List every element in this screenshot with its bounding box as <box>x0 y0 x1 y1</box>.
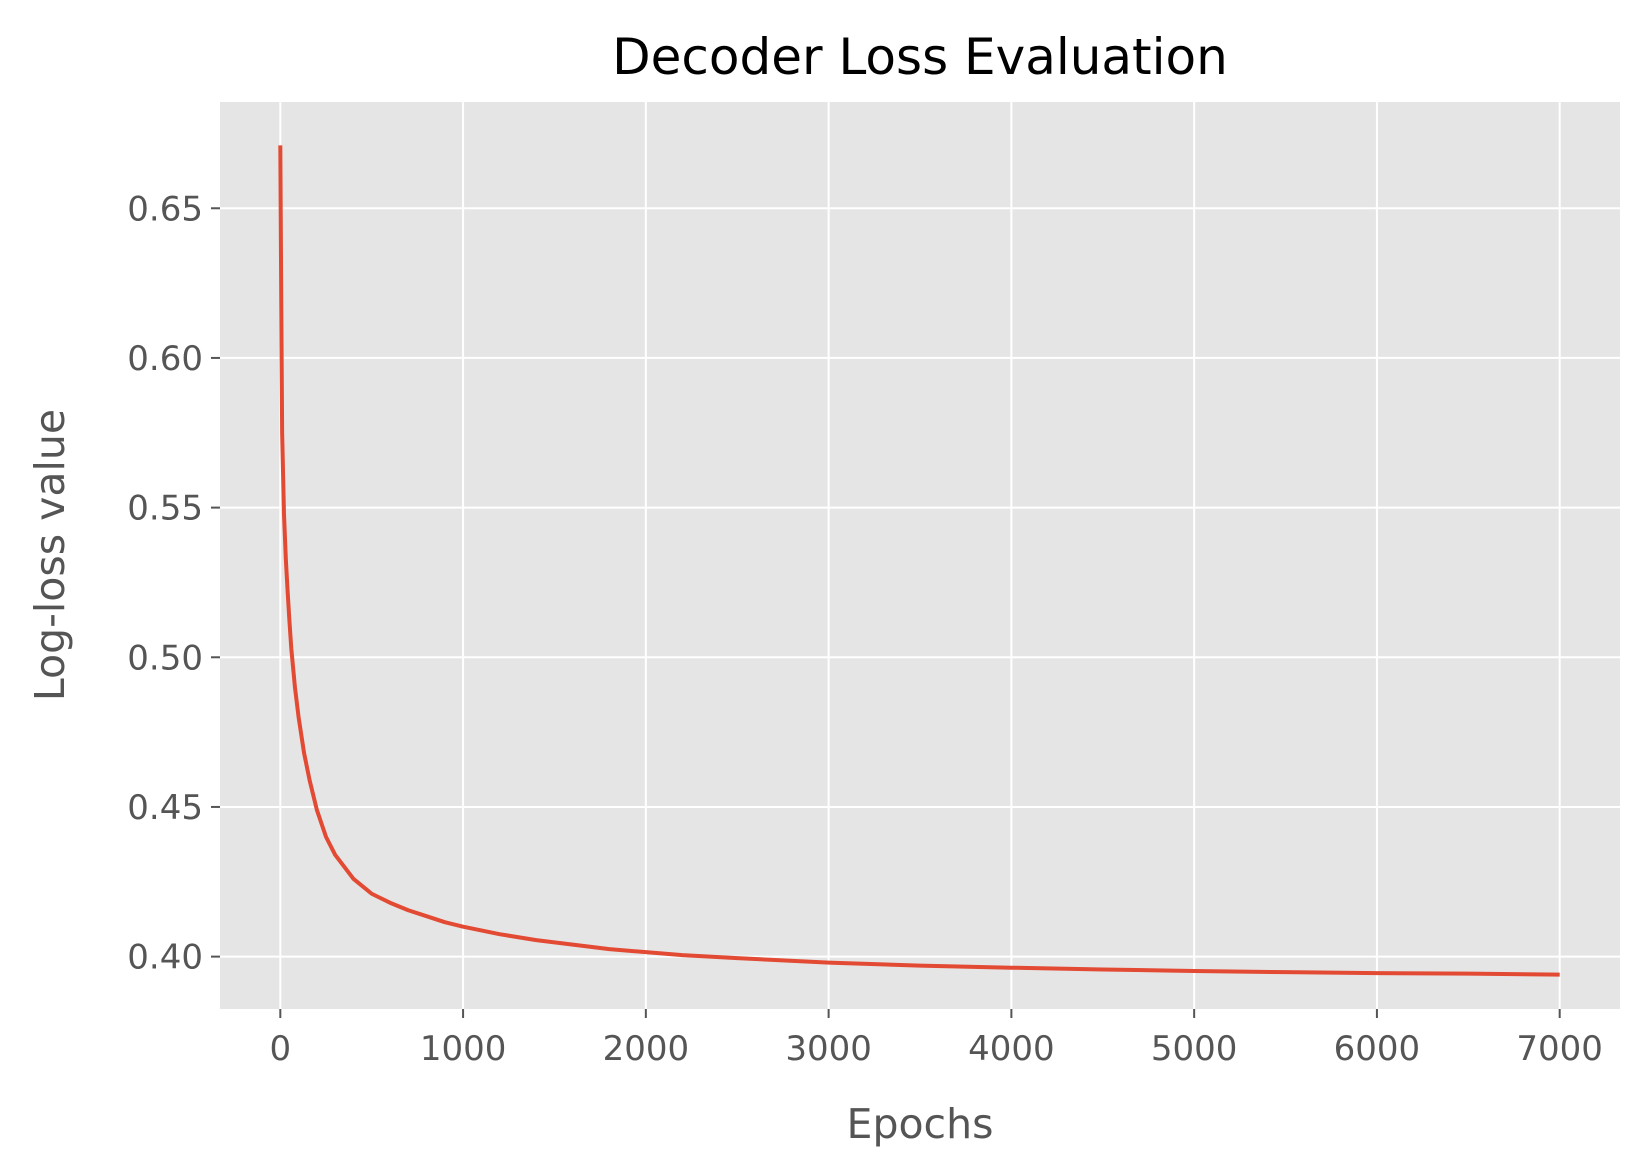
y-tick-label: 0.40 <box>127 938 203 978</box>
y-tick-label: 0.60 <box>127 339 203 379</box>
y-axis-label: Log-loss value <box>26 409 74 701</box>
x-tick-label: 6000 <box>1334 1029 1421 1069</box>
y-axis-ticks: 0.40 0.45 0.50 0.55 0.60 0.65 <box>127 189 220 978</box>
x-tick-label: 3000 <box>785 1029 872 1069</box>
y-tick-label: 0.55 <box>127 489 203 529</box>
x-tick-label: 1000 <box>420 1029 507 1069</box>
chart-title: Decoder Loss Evaluation <box>612 28 1228 86</box>
plot-background <box>220 102 1620 1009</box>
y-tick-label: 0.65 <box>127 189 203 229</box>
y-tick-label: 0.50 <box>127 638 203 678</box>
x-axis-ticks: 0 1000 2000 3000 4000 5000 6000 7000 <box>269 1009 1603 1069</box>
y-tick-label: 0.45 <box>127 788 203 828</box>
x-tick-label: 0 <box>269 1029 291 1069</box>
x-axis-label: Epochs <box>847 1100 994 1148</box>
grid-lines <box>220 102 1620 1009</box>
series-line <box>278 145 1560 977</box>
x-tick-label: 4000 <box>968 1029 1055 1069</box>
series-layer <box>278 145 1560 977</box>
x-tick-label: 5000 <box>1151 1029 1238 1069</box>
x-tick-label: 2000 <box>603 1029 690 1069</box>
x-tick-label: 7000 <box>1516 1029 1603 1069</box>
